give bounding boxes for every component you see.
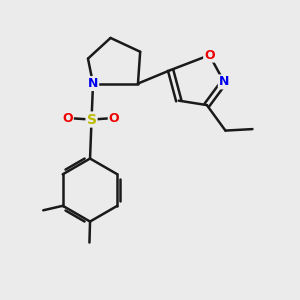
Text: O: O (204, 49, 215, 62)
Text: S: S (86, 112, 97, 127)
Text: O: O (62, 112, 73, 124)
Text: N: N (88, 77, 98, 90)
Text: N: N (219, 75, 229, 88)
Text: O: O (109, 112, 119, 124)
